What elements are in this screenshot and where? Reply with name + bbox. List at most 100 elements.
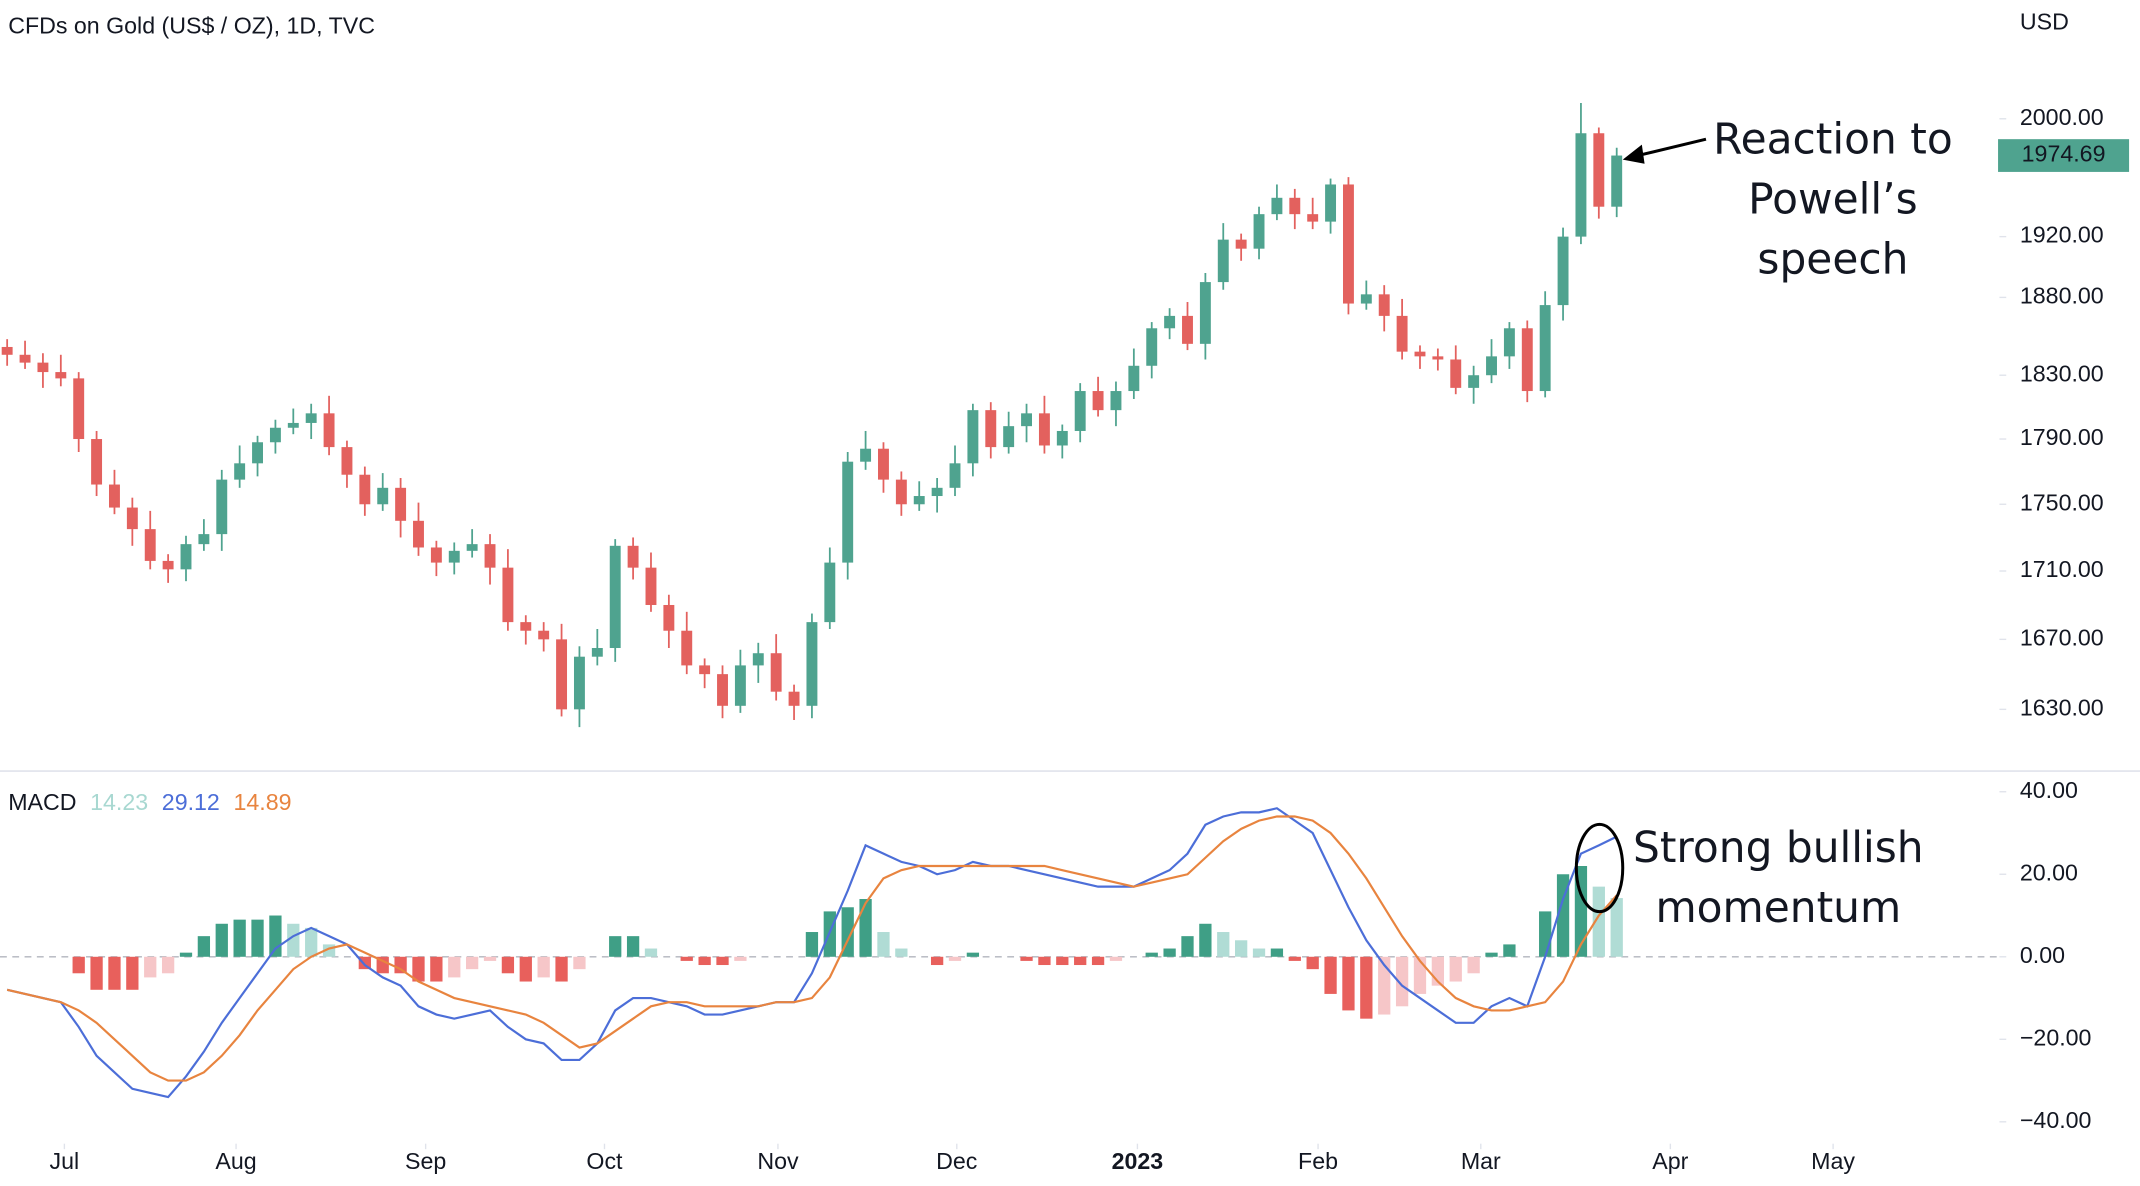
candle-body: [913, 496, 925, 505]
candle-body: [1450, 359, 1462, 388]
candle-body: [323, 413, 335, 448]
histogram-bar: [1610, 898, 1623, 957]
y-tick-label: 1750.00: [2020, 489, 2104, 515]
histogram-bar: [394, 956, 407, 974]
histogram-bar: [895, 948, 908, 957]
histogram-bar: [1056, 956, 1069, 966]
x-tick-label: 2023: [1112, 1148, 1164, 1174]
histogram-bar: [1503, 944, 1516, 957]
histogram-bar: [1252, 948, 1266, 957]
histogram-bar: [644, 948, 658, 957]
histogram-bar: [1324, 956, 1337, 994]
histogram-bar: [269, 915, 282, 957]
candle-body: [645, 567, 657, 605]
candle-body: [1092, 391, 1104, 411]
macd-line: [6, 807, 1618, 1099]
candle-body: [1217, 239, 1229, 283]
macd-line: [6, 815, 1618, 1082]
x-tick-label: Apr: [1652, 1148, 1688, 1174]
candle-body: [55, 372, 67, 379]
candle-body: [413, 520, 424, 548]
histogram-bar: [251, 919, 264, 957]
candle-body: [1074, 391, 1086, 431]
unit-label: USD: [2020, 8, 2069, 34]
y-tick-label: 1920.00: [2020, 222, 2104, 248]
histogram-bar: [1360, 956, 1373, 1019]
candle-body: [860, 448, 872, 462]
legend-value: 29.12: [162, 789, 220, 815]
candle-body: [341, 447, 353, 475]
candle-body: [484, 544, 496, 568]
histogram-bar: [1020, 956, 1033, 961]
y-tick-label: 1880.00: [2020, 283, 2104, 309]
candle-body: [1342, 184, 1354, 304]
y-tick-label: 1790.00: [2020, 424, 2104, 450]
histogram-bar: [537, 956, 550, 978]
histogram-bar: [1449, 956, 1462, 982]
candle-body: [788, 691, 800, 706]
candle-body: [538, 630, 550, 640]
histogram-bar: [734, 956, 747, 961]
annotation: Strong bullish: [1633, 823, 1924, 872]
candle-body: [19, 354, 31, 363]
y-tick-label: 20.00: [2020, 859, 2078, 885]
price-label: 1974.69: [2022, 141, 2106, 167]
histogram-bar: [698, 956, 711, 966]
histogram-bar: [1467, 956, 1480, 974]
candle-body: [734, 665, 746, 706]
y-tick-label: 40.00: [2020, 777, 2078, 803]
histogram-bar: [161, 956, 175, 974]
annotation: Powell’s: [1748, 174, 1917, 223]
candle-body: [931, 487, 943, 497]
candle-body: [1289, 197, 1301, 215]
macd-legend: MACD 14.23 29.12 14.89: [8, 789, 291, 815]
histogram-bar: [1556, 874, 1570, 957]
histogram-bar: [1199, 923, 1212, 957]
candle-body: [252, 442, 263, 464]
y-tick-label: −20.00: [2020, 1024, 2092, 1050]
highlight-ellipse: [1574, 822, 1625, 914]
histogram-bar: [805, 932, 819, 957]
y-tick-label: −40.00: [2020, 1107, 2092, 1133]
histogram-bar: [1288, 956, 1301, 961]
histogram-bar: [966, 952, 980, 957]
histogram-bar: [1109, 956, 1123, 961]
histogram-bar: [90, 956, 103, 990]
histogram-bar: [1074, 956, 1087, 966]
candle-body: [717, 674, 728, 706]
candle-body: [1056, 430, 1068, 446]
histogram-bar: [859, 899, 872, 957]
candle-body: [1038, 413, 1050, 446]
macd-pane: [0, 807, 2000, 1099]
histogram-bar: [233, 919, 246, 957]
x-tick-label: Jul: [50, 1148, 80, 1174]
histogram-bar: [430, 956, 443, 982]
candle-body: [91, 439, 103, 485]
candle-body: [1575, 133, 1587, 237]
histogram-bar: [126, 956, 139, 990]
candle-body: [109, 484, 120, 508]
candle-body: [681, 630, 693, 666]
candle-body: [216, 479, 228, 535]
candle-body: [520, 622, 532, 631]
legend-value: 14.23: [90, 789, 148, 815]
candle-body: [556, 639, 568, 710]
histogram-bar: [555, 956, 568, 982]
histogram-bar: [1539, 911, 1552, 957]
y-tick-label: 2000.00: [2020, 104, 2104, 130]
candle-body: [287, 422, 299, 428]
candle-body: [770, 653, 782, 692]
candle-body: [1253, 214, 1265, 249]
candle-body: [806, 622, 818, 706]
annotation-arrow: [1637, 137, 1707, 158]
histogram-bar: [1145, 952, 1158, 957]
histogram-bar: [609, 936, 622, 957]
candle-body: [591, 648, 603, 657]
candle-body: [1432, 356, 1444, 360]
histogram-bar: [483, 956, 497, 961]
candle-body: [73, 378, 85, 440]
histogram-bar: [1091, 956, 1105, 966]
